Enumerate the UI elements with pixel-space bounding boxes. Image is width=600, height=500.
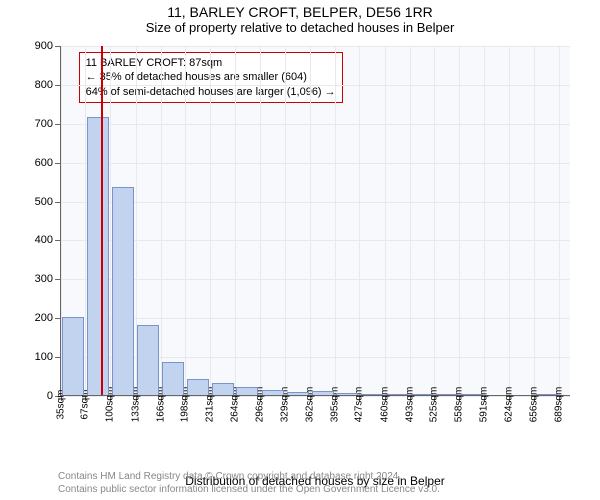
y-gridline [61,202,570,203]
x-gridline [310,46,311,395]
x-gridline [285,46,286,395]
histogram-bar [312,391,334,395]
chart-area: Number of detached properties 11 BARLEY … [60,46,570,426]
y-tick-label: 300 [23,273,53,285]
x-gridline [260,46,261,395]
histogram-bar [436,394,458,395]
y-tick-label: 400 [23,234,53,246]
y-tick-label: 100 [23,351,53,363]
y-tick-label: 600 [23,157,53,169]
plot-area: 11 BARLEY CROFT: 87sqm ← 35% of detached… [60,46,570,396]
y-gridline [61,85,570,86]
x-tick-label: 689sqm [553,387,564,423]
histogram-bar [212,383,234,395]
histogram-bar [336,393,358,395]
x-gridline [459,46,460,395]
histogram-bar [87,117,109,395]
x-tick-label: 493sqm [404,387,415,423]
histogram-bar [62,317,84,395]
histogram-bar [361,394,383,395]
y-tick-label: 700 [23,118,53,130]
attribution-line1: Contains HM Land Registry data © Crown c… [58,470,440,483]
x-gridline [434,46,435,395]
histogram-bar [386,394,408,395]
y-gridline [61,124,570,125]
x-tick-label: 427sqm [354,387,365,423]
x-gridline [185,46,186,395]
histogram-bar [187,379,209,395]
y-gridline [61,240,570,241]
page-title-line1: 11, BARLEY CROFT, BELPER, DE56 1RR [0,0,600,20]
y-tick-label: 800 [23,79,53,91]
histogram-bar [411,394,433,395]
x-tick-label: 656sqm [528,387,539,423]
attribution-text: Contains HM Land Registry data © Crown c… [58,470,440,496]
histogram-bar [287,392,309,395]
x-tick-label: 460sqm [379,387,390,423]
histogram-bar [236,387,258,395]
x-gridline [235,46,236,395]
y-tick-label: 500 [23,196,53,208]
y-gridline [61,163,570,164]
histogram-bar [162,362,184,395]
histogram-bar [461,394,483,395]
histogram-bar [262,390,284,395]
y-gridline [61,46,570,47]
x-gridline [484,46,485,395]
y-tick-label: 200 [23,312,53,324]
x-gridline [509,46,510,395]
x-gridline [385,46,386,395]
attribution-line2: Contains public sector information licen… [58,483,440,496]
x-gridline [559,46,560,395]
x-gridline [210,46,211,395]
reference-line [101,46,103,395]
page-title-line2: Size of property relative to detached ho… [0,20,600,41]
histogram-bar [536,394,558,395]
x-gridline [359,46,360,395]
x-tick-label: 591sqm [479,387,490,423]
y-gridline [61,279,570,280]
x-tick-label: 558sqm [454,387,465,423]
x-gridline [161,46,162,395]
y-tick-label: 900 [23,40,53,52]
x-tick-label: 624sqm [504,387,515,423]
y-tick-label: 0 [23,390,53,402]
x-tick-label: 525sqm [428,387,439,423]
x-gridline [410,46,411,395]
x-gridline [335,46,336,395]
y-gridline [61,318,570,319]
histogram-bar [137,325,159,395]
histogram-bar [112,187,134,395]
x-gridline [534,46,535,395]
